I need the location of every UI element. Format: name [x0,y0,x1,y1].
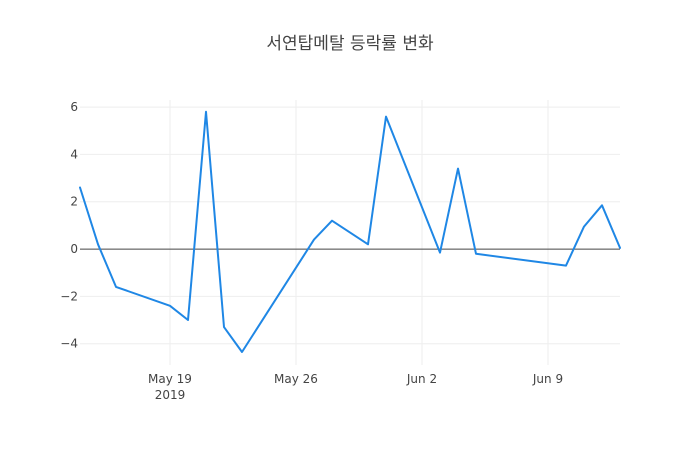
y-tick-label: 6 [70,100,78,114]
y-tick-label: 4 [70,147,78,161]
x-tick-label: May 19 [148,372,192,386]
x-tick-sublabel: 2019 [155,388,186,402]
y-tick-label: −2 [60,289,78,303]
series-layer [79,110,621,353]
x-tick-label: Jun 9 [532,372,563,386]
series-line [79,110,621,353]
grid-layer [80,100,620,365]
y-tick-label: −4 [60,337,78,351]
chart-title: 서연탑메탈 등락률 변화 [266,34,434,54]
x-tick-label: Jun 2 [406,372,437,386]
x-tick-label: May 26 [274,372,318,386]
axis-layer: May 19 2019 May 26 Jun 2 Jun 9 6 4 2 0 −2 −4 [60,100,563,402]
y-tick-label: 0 [70,242,78,256]
y-tick-label: 2 [70,195,78,209]
